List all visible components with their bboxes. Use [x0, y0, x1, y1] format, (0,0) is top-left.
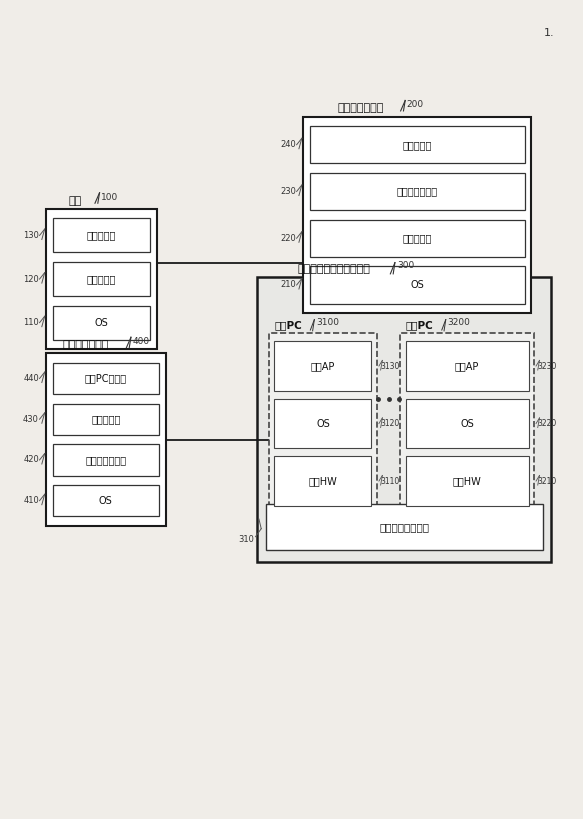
- Bar: [257, 277, 552, 562]
- Text: 情報送信部: 情報送信部: [87, 230, 116, 241]
- Text: 3120: 3120: [380, 419, 399, 428]
- Bar: [275, 456, 371, 506]
- Bar: [406, 456, 529, 506]
- Text: 接続履歴管理部: 接続履歴管理部: [396, 187, 438, 197]
- Text: 430: 430: [23, 414, 39, 423]
- Bar: [310, 126, 525, 163]
- Text: 3210: 3210: [537, 477, 556, 486]
- Bar: [52, 219, 150, 252]
- Bar: [275, 342, 371, 391]
- Text: 業務AP: 業務AP: [455, 361, 479, 371]
- Bar: [46, 353, 166, 526]
- Text: 接続処理部: 接続処理部: [87, 274, 116, 284]
- Text: 仮想PC制御部: 仮想PC制御部: [85, 373, 127, 383]
- Text: 300: 300: [397, 260, 415, 269]
- Text: 420: 420: [23, 455, 39, 464]
- Bar: [310, 219, 525, 257]
- Text: 100: 100: [101, 192, 118, 201]
- Text: ハイパーバイザー: ハイパーバイザー: [380, 522, 429, 532]
- Text: OS: OS: [94, 318, 108, 328]
- Text: 接続制御サーバ: 接続制御サーバ: [337, 103, 384, 113]
- Text: 状態判断部: 状態判断部: [91, 414, 121, 424]
- Text: シンクライアントサーバ: シンクライアントサーバ: [297, 264, 370, 274]
- Text: 仮想PC: 仮想PC: [406, 320, 434, 330]
- Text: OS: OS: [410, 280, 424, 290]
- Bar: [52, 363, 159, 394]
- Bar: [52, 404, 159, 435]
- Bar: [52, 262, 150, 296]
- Bar: [310, 173, 525, 210]
- Text: 310: 310: [238, 535, 254, 544]
- Text: 210: 210: [280, 280, 296, 289]
- Text: 440: 440: [23, 374, 39, 383]
- Text: 3200: 3200: [448, 318, 470, 327]
- Bar: [406, 342, 529, 391]
- Text: 仮想HW: 仮想HW: [308, 476, 338, 486]
- Text: OS: OS: [99, 495, 113, 505]
- Bar: [46, 209, 157, 350]
- Text: 3110: 3110: [380, 477, 399, 486]
- Text: OS: OS: [461, 419, 474, 428]
- Text: 240: 240: [280, 140, 296, 149]
- Bar: [52, 305, 150, 340]
- Text: 110: 110: [23, 319, 39, 327]
- Bar: [275, 399, 371, 448]
- Text: 仮想PC: 仮想PC: [275, 320, 302, 330]
- Text: 130: 130: [23, 231, 39, 240]
- Text: 3230: 3230: [537, 361, 557, 370]
- Text: 120: 120: [23, 274, 39, 283]
- Text: 接続情報取得部: 接続情報取得部: [85, 455, 127, 465]
- Text: 1.: 1.: [544, 29, 554, 38]
- Text: 410: 410: [23, 496, 39, 505]
- Bar: [266, 505, 543, 550]
- Text: 200: 200: [406, 100, 423, 109]
- Text: 仮想HW: 仮想HW: [453, 476, 482, 486]
- Text: 状態監視サーバ: 状態監視サーバ: [63, 340, 110, 350]
- Bar: [303, 116, 532, 313]
- Bar: [406, 399, 529, 448]
- Text: 230: 230: [280, 187, 296, 196]
- Bar: [269, 333, 377, 514]
- Text: 400: 400: [132, 337, 149, 346]
- Text: 情報送信部: 情報送信部: [402, 140, 432, 150]
- Text: 3130: 3130: [380, 361, 399, 370]
- Bar: [310, 266, 525, 304]
- Text: 220: 220: [280, 233, 296, 242]
- Text: 業務AP: 業務AP: [311, 361, 335, 371]
- Bar: [52, 445, 159, 476]
- Bar: [400, 333, 534, 514]
- Text: 接続管理部: 接続管理部: [402, 233, 432, 243]
- Bar: [52, 485, 159, 516]
- Text: OS: OS: [316, 419, 330, 428]
- Text: 端末: 端末: [69, 196, 82, 206]
- Text: 3100: 3100: [316, 318, 339, 327]
- Text: 3220: 3220: [537, 419, 556, 428]
